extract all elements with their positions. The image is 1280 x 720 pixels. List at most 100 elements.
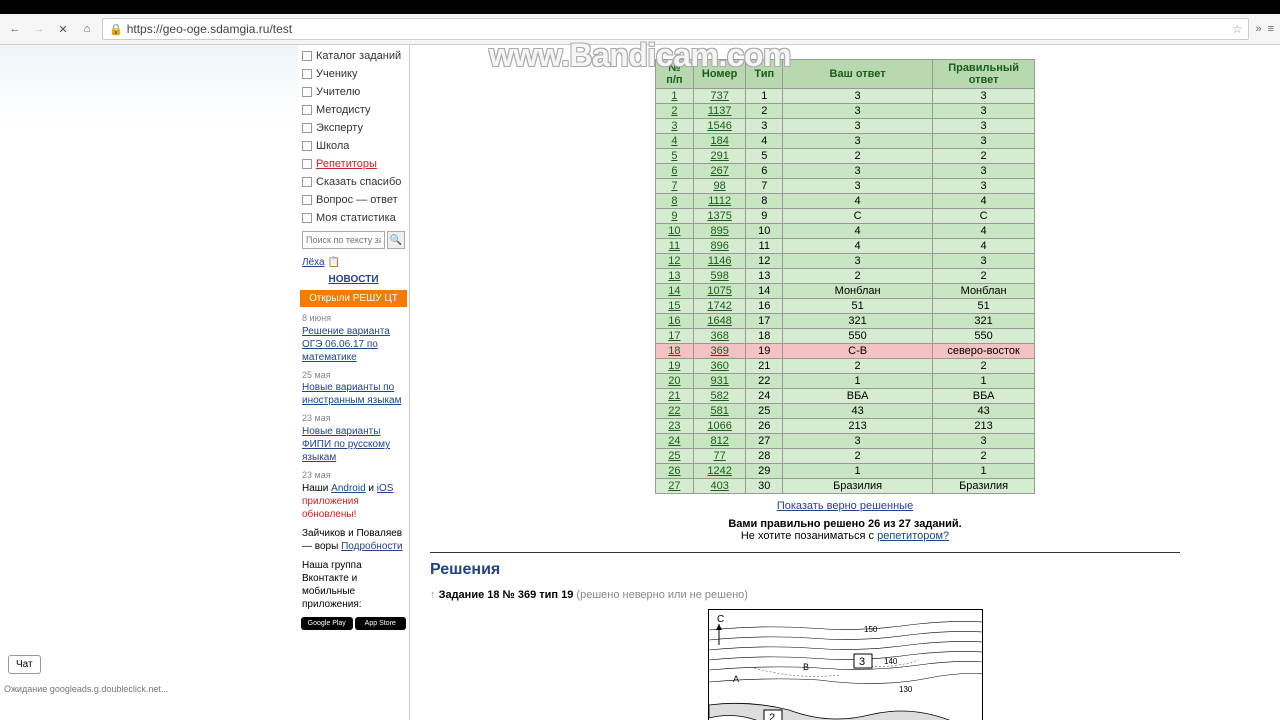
row-num-link[interactable]: 8 xyxy=(671,195,677,207)
task-num-link[interactable]: 1075 xyxy=(707,285,731,297)
search-button[interactable]: 🔍 xyxy=(387,231,405,249)
checkbox-icon[interactable] xyxy=(302,51,312,61)
user-link[interactable]: Лёха xyxy=(302,257,325,268)
row-num-link[interactable]: 6 xyxy=(671,165,677,177)
task-num-link[interactable]: 1146 xyxy=(708,255,732,267)
task-num-link[interactable]: 598 xyxy=(710,270,728,282)
svg-text:3: 3 xyxy=(859,656,865,668)
row-num-link[interactable]: 27 xyxy=(668,480,680,492)
task-num-link[interactable]: 291 xyxy=(710,150,728,162)
row-num-link[interactable]: 20 xyxy=(668,375,680,387)
task-num-link[interactable]: 369 xyxy=(710,345,728,357)
menu-icon[interactable]: ≡ xyxy=(1268,23,1274,35)
row-num-link[interactable]: 24 xyxy=(668,435,680,447)
sidebar-item[interactable]: Каталог заданий xyxy=(298,47,409,65)
sidebar-item[interactable]: Вопрос — ответ xyxy=(298,191,409,209)
row-num-link[interactable]: 26 xyxy=(668,465,680,477)
user-icon: 📋 xyxy=(328,257,340,268)
back-button[interactable]: ← xyxy=(6,20,24,38)
row-num-link[interactable]: 25 xyxy=(668,450,680,462)
sidebar-item[interactable]: Методисту xyxy=(298,101,409,119)
row-num-link[interactable]: 13 xyxy=(668,270,680,282)
row-num-link[interactable]: 11 xyxy=(669,240,680,252)
orange-button[interactable]: Открыли РЕШУ ЦТ xyxy=(300,290,407,307)
map-image: 2 3 С А В 150 140 130 р. Андога xyxy=(708,609,983,720)
chat-button[interactable]: Чат xyxy=(8,655,41,674)
sidebar-item[interactable]: Ученику xyxy=(298,65,409,83)
tutor-link[interactable]: репетитором? xyxy=(877,530,949,542)
checkbox-icon[interactable] xyxy=(302,69,312,79)
row-num-link[interactable]: 1 xyxy=(671,90,677,102)
sidebar-item[interactable]: Сказать спасибо xyxy=(298,173,409,191)
row-num-link[interactable]: 12 xyxy=(668,255,680,267)
google-play-badge[interactable]: Google Play xyxy=(301,617,353,630)
table-row: 118961144 xyxy=(655,239,1034,254)
table-row: 81112844 xyxy=(655,194,1034,209)
sidebar-item[interactable]: Школа xyxy=(298,137,409,155)
row-num-link[interactable]: 4 xyxy=(671,135,677,147)
checkbox-icon[interactable] xyxy=(302,195,312,205)
sidebar-item[interactable]: Моя статистика xyxy=(298,209,409,227)
task-num-link[interactable]: 582 xyxy=(710,390,728,402)
url-bar[interactable]: 🔒 https://geo-oge.sdamgia.ru/test ☆ xyxy=(102,18,1249,40)
row-num-link[interactable]: 5 xyxy=(671,150,677,162)
row-num-link[interactable]: 22 xyxy=(668,405,680,417)
row-num-link[interactable]: 15 xyxy=(668,300,680,312)
task-num-link[interactable]: 77 xyxy=(714,450,726,462)
task-num-link[interactable]: 267 xyxy=(710,165,728,177)
row-num-link[interactable]: 16 xyxy=(668,315,680,327)
task-num-link[interactable]: 1112 xyxy=(708,195,731,207)
row-num-link[interactable]: 21 xyxy=(668,390,680,402)
checkbox-icon[interactable] xyxy=(302,213,312,223)
checkbox-icon[interactable] xyxy=(302,87,312,97)
news-header[interactable]: НОВОСТИ xyxy=(298,272,409,287)
news-item: 23 мая Наши Android и iOS приложения обн… xyxy=(298,467,409,524)
task-num-link[interactable]: 98 xyxy=(714,180,726,192)
task-num-link[interactable]: 581 xyxy=(710,405,728,417)
sidebar-item[interactable]: Учителю xyxy=(298,83,409,101)
task-num-link[interactable]: 368 xyxy=(710,330,728,342)
task-num-link[interactable]: 184 xyxy=(710,135,728,147)
search-input[interactable] xyxy=(302,231,385,249)
row-num-link[interactable]: 17 xyxy=(668,330,680,342)
row-num-link[interactable]: 23 xyxy=(668,420,680,432)
task-num-link[interactable]: 896 xyxy=(710,240,728,252)
checkbox-icon[interactable] xyxy=(302,177,312,187)
checkbox-icon[interactable] xyxy=(302,105,312,115)
row-num-link[interactable]: 14 xyxy=(668,285,680,297)
task-num-link[interactable]: 812 xyxy=(710,435,728,447)
checkbox-icon[interactable] xyxy=(302,123,312,133)
home-button[interactable]: ⌂ xyxy=(78,20,96,38)
task-num-link[interactable]: 737 xyxy=(710,90,728,102)
checkbox-icon[interactable] xyxy=(302,159,312,169)
task-num-link[interactable]: 360 xyxy=(710,360,728,372)
bookmark-icon[interactable]: ☆ xyxy=(1232,22,1243,36)
stop-button[interactable]: ✕ xyxy=(54,20,72,38)
task-num-link[interactable]: 1137 xyxy=(708,105,732,117)
task-num-link[interactable]: 403 xyxy=(710,480,728,492)
show-correct-link[interactable]: Показать верно решенные xyxy=(777,500,913,512)
forward-button[interactable]: → xyxy=(30,20,48,38)
row-num-link[interactable]: 9 xyxy=(671,210,677,222)
task-num-link[interactable]: 1648 xyxy=(707,315,731,327)
task-num-link[interactable]: 1066 xyxy=(707,420,731,432)
task-num-link[interactable]: 1546 xyxy=(707,120,731,132)
app-store-badge[interactable]: App Store xyxy=(355,617,407,630)
extension-icon[interactable]: » xyxy=(1255,23,1261,35)
table-row: 6267633 xyxy=(655,164,1034,179)
task-num-link[interactable]: 1242 xyxy=(707,465,731,477)
row-num-link[interactable]: 2 xyxy=(671,105,677,117)
task-num-link[interactable]: 931 xyxy=(710,375,728,387)
task-num-link[interactable]: 1375 xyxy=(707,210,731,222)
row-num-link[interactable]: 3 xyxy=(671,120,677,132)
row-num-link[interactable]: 19 xyxy=(668,360,680,372)
task-num-link[interactable]: 1742 xyxy=(707,300,731,312)
row-num-link[interactable]: 18 xyxy=(668,345,680,357)
checkbox-icon[interactable] xyxy=(302,141,312,151)
row-num-link[interactable]: 7 xyxy=(671,180,677,192)
sidebar-item[interactable]: Репетиторы xyxy=(298,155,409,173)
row-num-link[interactable]: 10 xyxy=(668,225,680,237)
sidebar-item[interactable]: Эксперту xyxy=(298,119,409,137)
table-header: Номер xyxy=(693,60,746,89)
task-num-link[interactable]: 895 xyxy=(710,225,728,237)
